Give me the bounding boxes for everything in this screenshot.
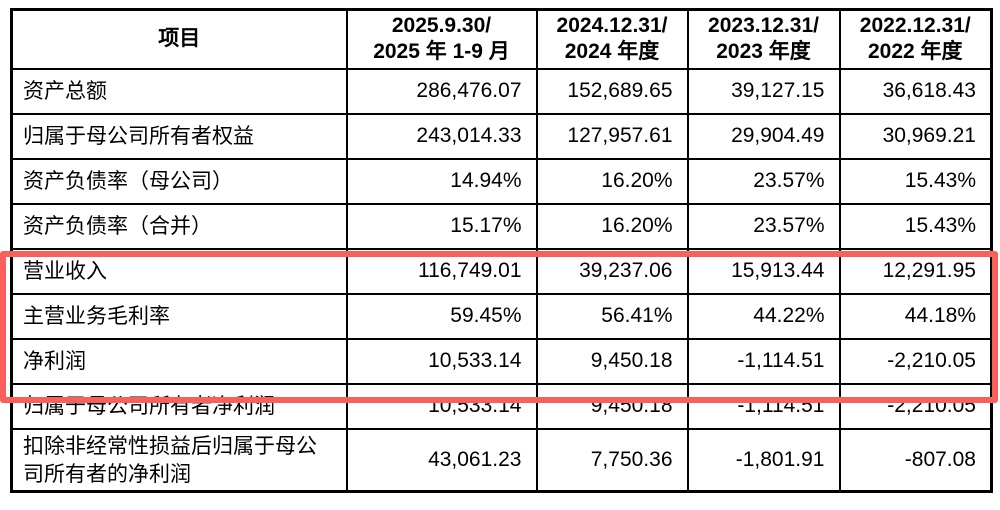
column-header-period-2023: 2023.12.31/ 2023 年度 — [686, 8, 841, 70]
row-value: 15.17% — [345, 202, 538, 250]
table-row: 资产负债率（合并） 15.17% 16.20% 23.57% 15.43% — [10, 202, 993, 250]
table-row: 资产总额 286,476.07 152,689.65 39,127.15 36,618.… — [10, 67, 993, 115]
row-value: 127,957.61 — [535, 112, 689, 160]
row-label: 扣除非经常性损益后归属于母公司所有者的净利润 — [10, 427, 348, 493]
row-value: 23.57% — [686, 157, 841, 205]
row-value: 39,237.06 — [535, 247, 689, 295]
row-value: 116,749.01 — [345, 247, 538, 295]
row-value: -1,114.51 — [686, 382, 841, 430]
period-line1: 2025.9.30/ — [391, 14, 492, 37]
column-header-period-2022: 2022.12.31/ 2022 年度 — [838, 8, 993, 70]
row-label: 营业收入 — [10, 247, 348, 295]
row-label: 归属于母公司所有者净利润 — [10, 382, 348, 430]
row-label: 资产总额 — [10, 67, 348, 115]
table-row: 扣除非经常性损益后归属于母公司所有者的净利润 43,061.23 7,750.36-… — [10, 427, 993, 493]
row-value: 10,533.14 — [345, 382, 538, 430]
row-label: 资产负债率（母公司） — [10, 157, 348, 205]
row-value: 23.57% — [686, 202, 841, 250]
column-header-period-2025: 2025.9.30/ 2025 年 1-9 月 — [345, 8, 538, 70]
period-line2: 2023 年度 — [716, 40, 811, 64]
row-value: 15.43% — [838, 157, 993, 205]
row-value: -1,801.91 — [686, 427, 841, 493]
row-value: 43,061.23 — [345, 427, 538, 493]
row-value: -1,114.51 — [686, 337, 841, 385]
row-value: 9,450.18 — [535, 337, 689, 385]
row-label: 归属于母公司所有者权益 — [10, 112, 348, 160]
row-value: 15,913.44 — [686, 247, 841, 295]
row-value: 12,291.95 — [838, 247, 993, 295]
row-value: 59.45% — [345, 292, 538, 340]
row-value: 286,476.07 — [345, 67, 538, 115]
financial-summary-table: 项目 2025.9.30/ 2025 年 1-9 月 2024.12.31/ 2… — [10, 8, 993, 494]
row-label: 净利润 — [10, 337, 348, 385]
row-value: -807.08 — [838, 427, 993, 493]
column-header-item: 项目 — [10, 8, 348, 70]
row-value: 44.22% — [686, 292, 841, 340]
period-line1: 2023.12.31/ — [708, 14, 819, 37]
row-value: 16.20% — [535, 157, 689, 205]
row-value: 30,969.21 — [838, 112, 993, 160]
row-value: 29,904.49 — [686, 112, 841, 160]
period-line2: 2024 年度 — [564, 40, 660, 64]
table-row: 资产负债率（母公司） 14.94% 16.20% 23.57% 15.43% — [10, 157, 993, 205]
row-value: 9,450.18 — [535, 382, 689, 430]
row-label: 主营业务毛利率 — [10, 292, 348, 340]
row-value: -2,210.05 — [838, 382, 993, 430]
table-row: 主营业务毛利率 59.45% 56.41% 44.22% 44.18% — [10, 292, 993, 340]
table-row: 净利润 10,533.14 9,450.18 -1,114.51 -2,210.05 — [10, 337, 993, 385]
row-value: 243,014.33 — [345, 112, 538, 160]
period-line2: 2025 年 1-9 月 — [373, 40, 510, 64]
period-line2: 2022 年度 — [867, 40, 963, 64]
row-value: 7,750.36 — [535, 427, 689, 493]
row-value: 39,127.15 — [686, 67, 841, 115]
table-row: 归属于母公司所有者权益 243,014.33 127,957.61 29,904.49… — [10, 112, 993, 160]
row-value: 36,618.43 — [838, 67, 993, 115]
row-value: 44.18% — [838, 292, 993, 340]
column-header-period-2024: 2024.12.31/ 2024 年度 — [535, 8, 689, 70]
item-header-label: 项目 — [158, 27, 201, 51]
table-row: 归属于母公司所有者净利润 10,533.14 9,450.18 -1,114.51 -2… — [10, 382, 993, 430]
row-value: 15.43% — [838, 202, 993, 250]
period-line1: 2024.12.31/ — [556, 14, 668, 37]
row-value: -2,210.05 — [838, 337, 993, 385]
row-label: 资产负债率（合并） — [10, 202, 348, 250]
row-value: 16.20% — [535, 202, 689, 250]
table-header-row: 项目 2025.9.30/ 2025 年 1-9 月 2024.12.31/ 2… — [10, 8, 993, 70]
period-line1: 2022.12.31/ — [859, 14, 971, 37]
table-row: 营业收入 116,749.01 39,237.06 15,913.44 12,291.9… — [10, 247, 993, 295]
row-value: 10,533.14 — [345, 337, 538, 385]
row-value: 14.94% — [345, 157, 538, 205]
row-value: 152,689.65 — [535, 67, 689, 115]
row-value: 56.41% — [535, 292, 689, 340]
